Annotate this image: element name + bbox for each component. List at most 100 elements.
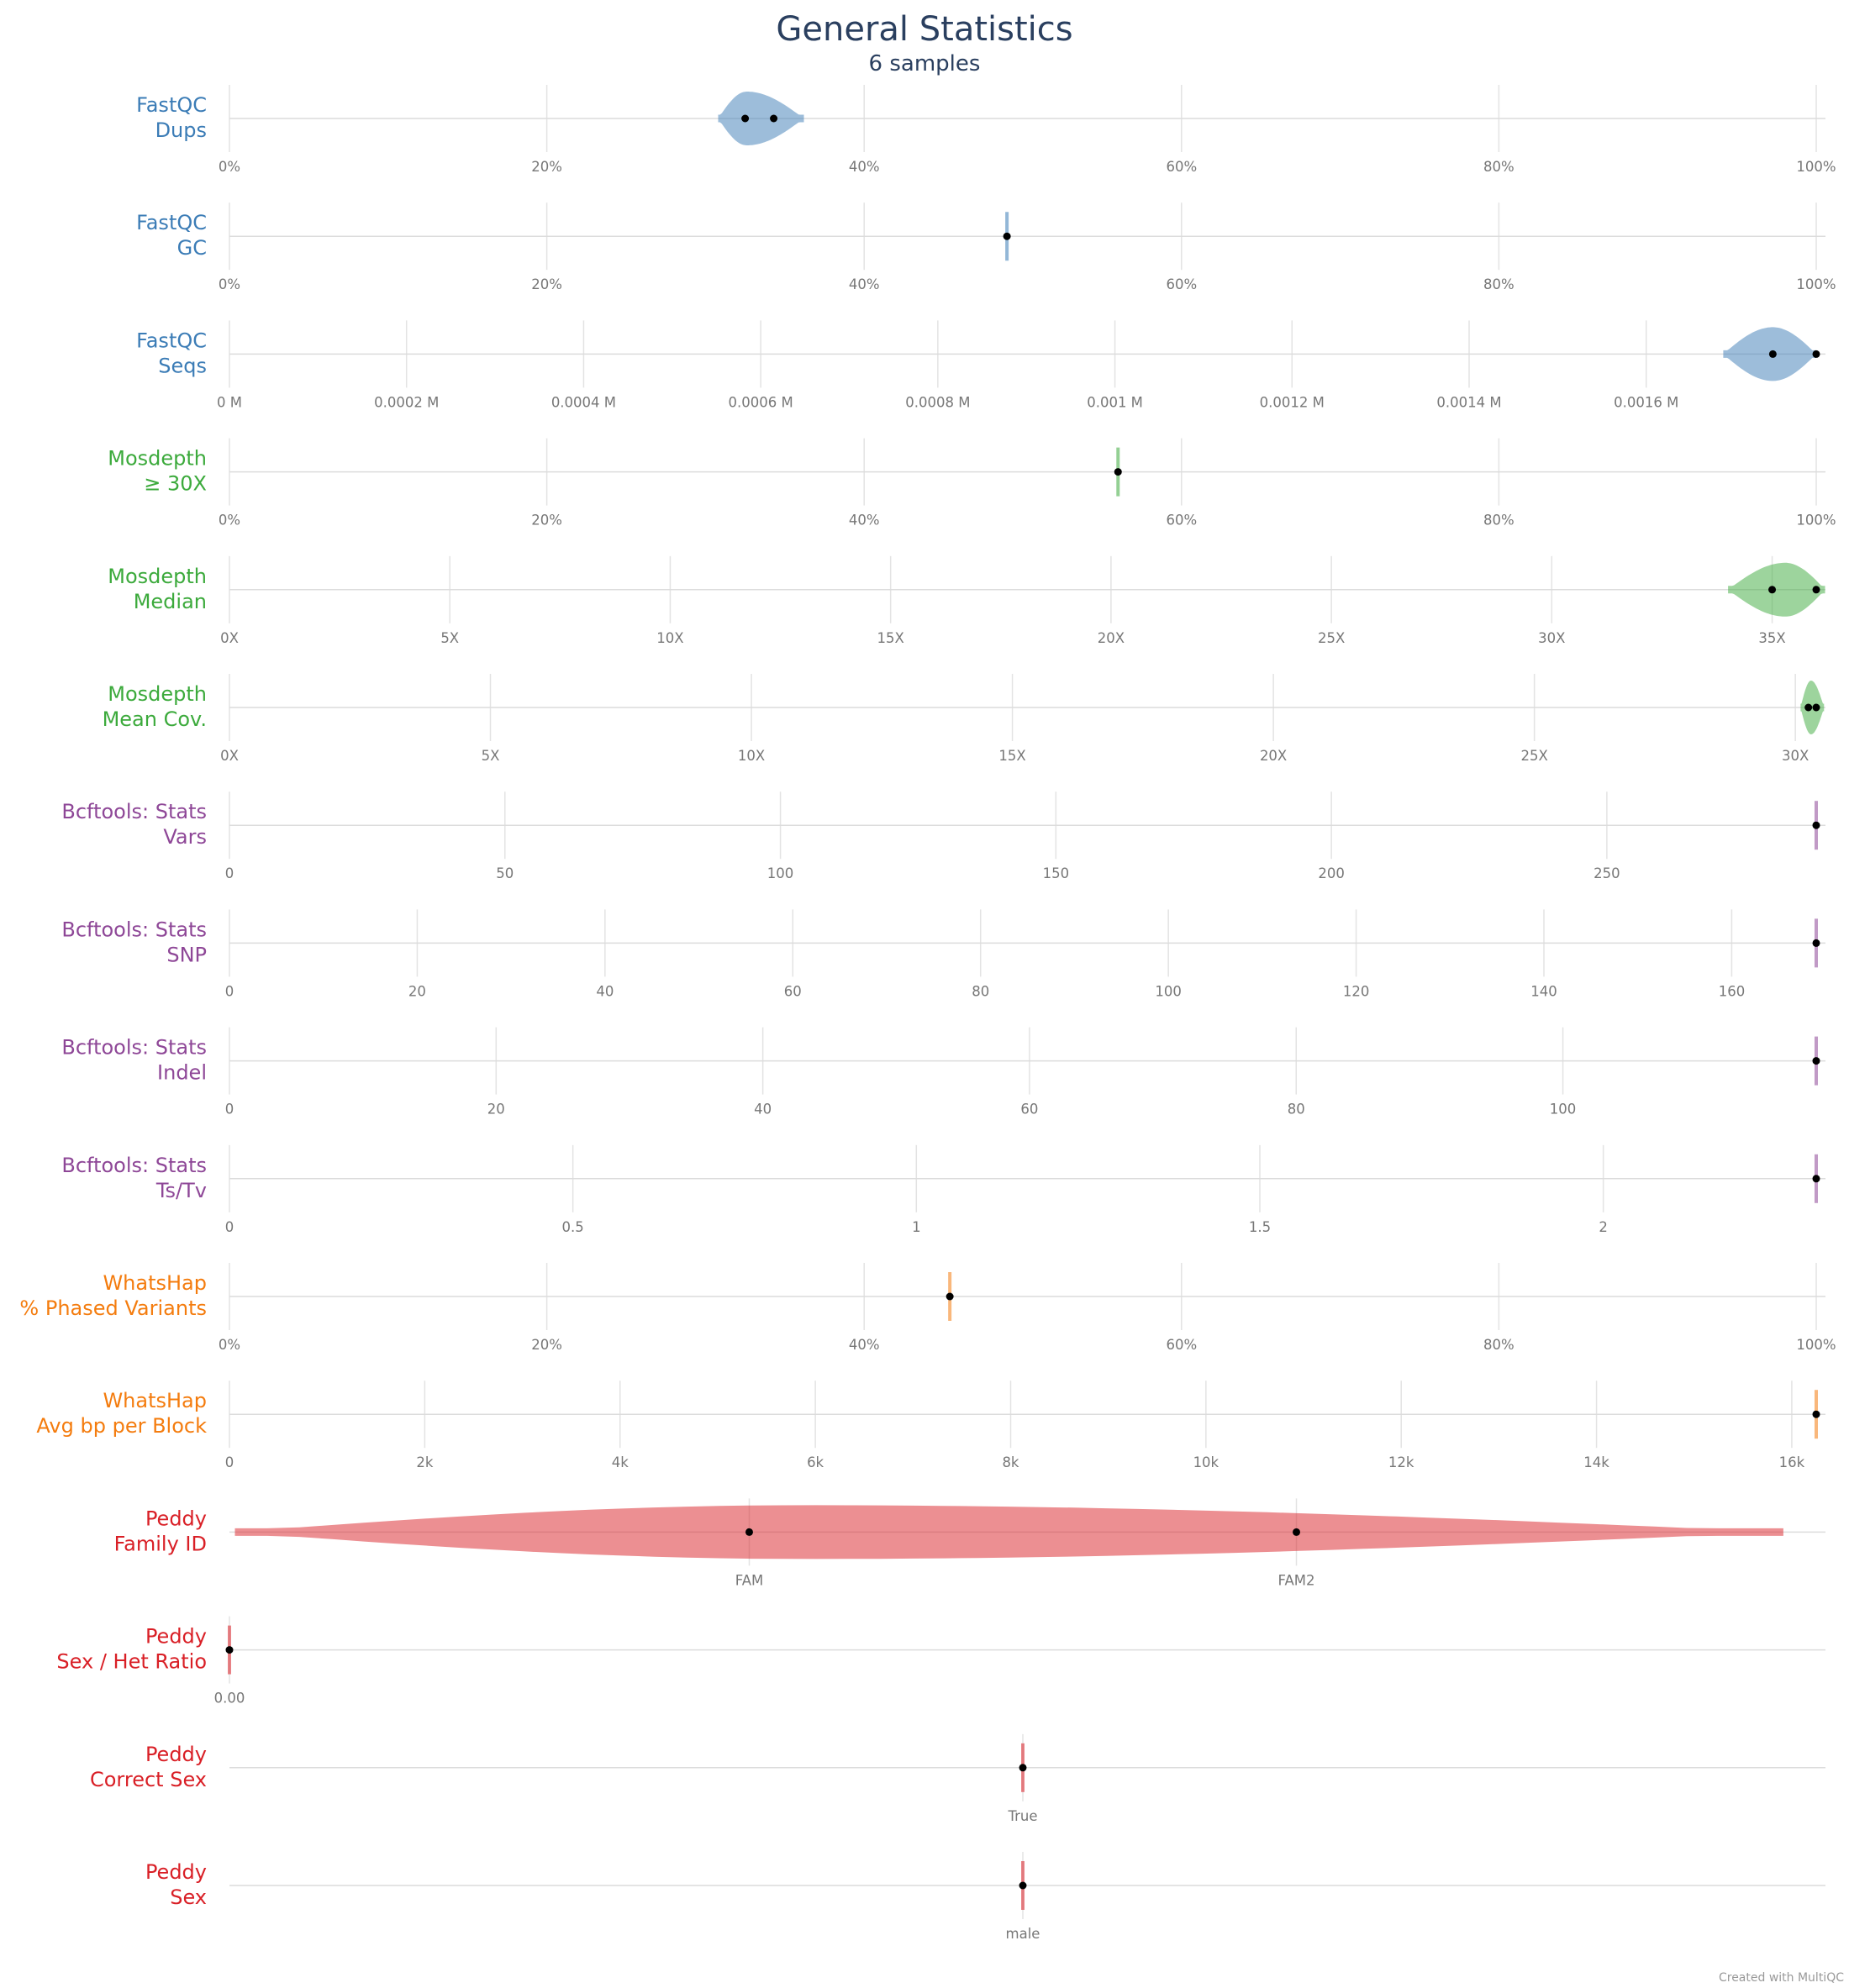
tick-label: 60% (1166, 276, 1197, 292)
tick-label: 0.00 (214, 1691, 245, 1707)
tick-label: 150 (1043, 865, 1070, 881)
metric-label-line: Peddy (145, 1860, 207, 1884)
tick-label: 0 (225, 1102, 234, 1118)
tick-label: 25X (1318, 630, 1345, 646)
sample-point[interactable] (946, 1292, 954, 1301)
sample-point[interactable] (1812, 703, 1820, 712)
tick-label: FAM (735, 1572, 764, 1588)
metric-label: Mosdepth ≥ 30X (108, 447, 207, 496)
sample-point[interactable] (225, 1646, 234, 1654)
tick-label: 40% (849, 513, 880, 529)
metric-label: WhatsHap Avg bp per Block (36, 1389, 207, 1438)
tick-label: FAM2 (1278, 1572, 1315, 1588)
metric-label: FastQC Dups (136, 93, 207, 142)
metric-row: Mosdepth Mean Cov. 0X 5X 10X 15X 20X 25X 30X (103, 674, 1825, 764)
metric-label-line: Avg bp per Block (36, 1414, 207, 1438)
tick-label: 15X (998, 748, 1025, 764)
chart-title: General Statistics (776, 10, 1072, 49)
tick-label: 14k (1583, 1454, 1609, 1470)
tick-label: 10X (738, 748, 765, 764)
tick-label: 0.5 (562, 1219, 584, 1235)
tick-label: 40% (849, 159, 880, 175)
tick-label: 60 (1020, 1102, 1038, 1118)
tick-label: 25X (1520, 748, 1547, 764)
metric-label-line: Dups (155, 118, 207, 142)
sample-point[interactable] (1812, 586, 1820, 594)
metric-label-line: Median (134, 590, 207, 613)
tick-label: 80 (972, 983, 989, 999)
metric-label-line: FastQC (136, 211, 207, 234)
tick-label: 0% (219, 159, 240, 175)
metric-label-line: WhatsHap (103, 1271, 207, 1295)
sample-point[interactable] (1114, 468, 1122, 476)
metric-label-line: Mosdepth (108, 565, 207, 588)
metric-label-line: Bcftools: Stats (61, 918, 207, 941)
metric-row: Bcftools: Stats Vars 0 50 100 150 200 250 (61, 792, 1825, 881)
tick-label: 15X (877, 630, 904, 646)
tick-label: 100 (1550, 1102, 1577, 1118)
tick-label: 2k (416, 1454, 433, 1470)
tick-label: 20X (1260, 748, 1287, 764)
tick-label: 0.0002 M (374, 394, 439, 410)
metric-row: Peddy Correct Sex True (90, 1733, 1825, 1824)
sample-point[interactable] (1812, 1057, 1820, 1065)
tick-label: 30X (1782, 748, 1809, 764)
metric-label-line: Ts/Tv (155, 1179, 207, 1202)
metric-label: Peddy Sex (145, 1860, 207, 1909)
tick-label: male (1006, 1926, 1040, 1942)
tick-label: 10X (656, 630, 683, 646)
sample-point[interactable] (1812, 1175, 1820, 1183)
tick-label: 60% (1166, 1337, 1197, 1353)
sample-point[interactable] (1003, 232, 1011, 240)
metric-label-line: Correct Sex (90, 1768, 207, 1791)
sample-point[interactable] (741, 114, 750, 123)
tick-label: 0% (219, 1337, 240, 1353)
metric-label-line: SNP (166, 943, 207, 966)
violin-shape (234, 1505, 1783, 1559)
tick-label: 0.0012 M (1260, 394, 1325, 410)
tick-label: 100% (1796, 276, 1836, 292)
metric-label: WhatsHap% Phased Variants (19, 1271, 207, 1320)
tick-label: 100 (767, 865, 794, 881)
tick-label: 200 (1318, 865, 1345, 881)
metric-label: FastQC GC (136, 211, 207, 260)
tick-label: 20% (531, 1337, 562, 1353)
metric-row: Peddy Sex / Het Ratio 0.00 (56, 1616, 1825, 1707)
sample-point[interactable] (1293, 1528, 1301, 1536)
sample-point[interactable] (1812, 821, 1820, 829)
metric-label-line: Mean Cov. (103, 707, 207, 731)
sample-point[interactable] (770, 114, 778, 123)
sample-point[interactable] (1768, 350, 1777, 358)
tick-label: 1 (912, 1219, 921, 1235)
metric-label: FastQC Seqs (136, 329, 207, 377)
metric-label-line: Indel (157, 1061, 207, 1085)
metric-label-line: Family ID (114, 1532, 207, 1555)
metric-label-line: Bcftools: Stats (61, 1036, 207, 1060)
sample-point[interactable] (1812, 350, 1820, 358)
metric-label: Peddy Correct Sex (90, 1743, 207, 1791)
metric-label-line: FastQC (136, 329, 207, 352)
sample-point[interactable] (1768, 586, 1777, 594)
sample-point[interactable] (1812, 939, 1820, 947)
sample-point[interactable] (1019, 1764, 1027, 1772)
sample-point[interactable] (1812, 1410, 1820, 1418)
metric-row: Peddy Family ID FAM FAM2 (114, 1498, 1825, 1588)
metric-label-line: WhatsHap (103, 1389, 207, 1412)
tick-label: 8k (1002, 1454, 1019, 1470)
metric-label-line: ≥ 30X (144, 472, 207, 496)
tick-label: True (1007, 1808, 1037, 1824)
sample-point[interactable] (745, 1528, 753, 1536)
metric-row: FastQC GC 0% 20% 40% 60% 80% 100% (136, 202, 1836, 292)
metric-row: WhatsHap% Phased Variants 0% 20% 40% 60% 80% 1… (19, 1263, 1836, 1353)
metric-row: Bcftools: Stats Ts/Tv 0 0.5 1 1.5 2 (61, 1144, 1825, 1235)
metric-row: Bcftools: Stats SNP 0 20 40 60 80 100 120 140 160 (61, 909, 1825, 999)
tick-label: 20X (1098, 630, 1125, 646)
violin-shape (1728, 562, 1825, 617)
tick-label: 0 (225, 983, 234, 999)
metric-label-line: Peddy (145, 1507, 207, 1530)
tick-label: 0% (219, 513, 240, 529)
metric-label-line: Seqs (158, 354, 207, 377)
sample-point[interactable] (1019, 1881, 1027, 1890)
metric-label-line: Sex (170, 1885, 207, 1909)
sample-point[interactable] (1804, 703, 1813, 712)
